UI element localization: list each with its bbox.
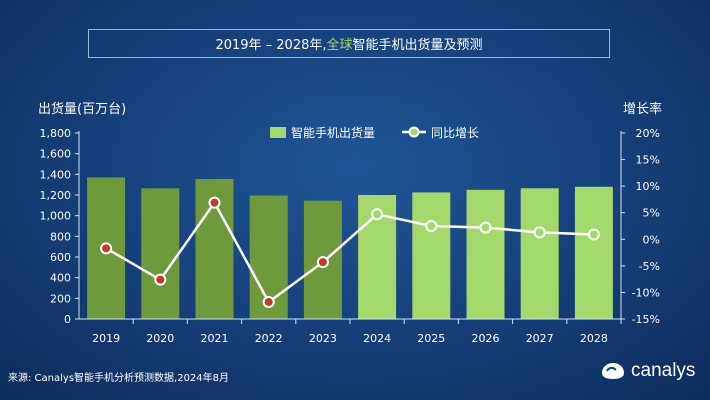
- y-right-tick-label: 10%: [636, 180, 660, 193]
- bar-2026: [466, 189, 505, 319]
- x-tick-label: 2024: [363, 332, 391, 345]
- bar-2028: [574, 186, 613, 319]
- title-years: 2019年 – 2028年,: [215, 38, 327, 53]
- y-left-tick-label: 400: [50, 272, 71, 285]
- x-tick-label: 2020: [146, 332, 174, 345]
- x-tick-label: 2022: [255, 332, 283, 345]
- bar-2027: [520, 188, 559, 319]
- y-left-tick-label: 1,800: [40, 127, 72, 140]
- legend-label-bars: 智能手机出货量: [291, 125, 375, 140]
- legend-swatch-bars: [270, 127, 286, 138]
- canalys-logo: canalys: [600, 360, 695, 382]
- growth-point-2028: [587, 228, 600, 241]
- canalys-logo-icon: [602, 363, 624, 379]
- x-tick-label: 2019: [92, 332, 120, 345]
- growth-point-2019: [100, 242, 113, 255]
- y-right-tick-label: 15%: [636, 154, 660, 167]
- title-accent: 全球: [326, 38, 353, 53]
- source-note: 来源: Canalys智能手机分析预测数据,2024年8月: [8, 373, 230, 384]
- title-rest: 智能手机出货量及预测: [352, 38, 483, 53]
- bar-2020: [141, 188, 180, 319]
- x-tick-label: 2026: [472, 332, 500, 345]
- y-right-tick-label: 5%: [643, 207, 660, 220]
- y-left-tick-label: 1,200: [40, 189, 72, 202]
- growth-point-2025: [425, 220, 438, 232]
- y-right-tick-label: -5%: [639, 260, 660, 273]
- growth-point-2023: [316, 256, 329, 269]
- growth-point-2020: [154, 273, 167, 286]
- logo-text: canalys: [631, 360, 696, 381]
- growth-point-2022: [262, 295, 275, 308]
- legend-label-line: 同比增长: [431, 126, 479, 140]
- y-right-tick-label: 20%: [636, 127, 660, 140]
- y-left-tick-label: 1,000: [40, 210, 72, 223]
- y-axis-right-title: 增长率: [623, 102, 663, 117]
- x-tick-label: 2021: [201, 332, 229, 345]
- y-left-tick-label: 1,400: [40, 168, 72, 181]
- growth-point-2024: [371, 208, 384, 221]
- y-left-tick-label: 1,600: [40, 148, 72, 161]
- y-right-tick-label: -15%: [632, 313, 660, 326]
- chart-title: 2019年 – 2028年, 全球 智能手机出货量及预测: [88, 29, 610, 58]
- y-right-tick-label: -10%: [632, 286, 660, 299]
- y-left-tick-label: 600: [50, 251, 71, 264]
- y-left-tick-label: 200: [50, 292, 71, 305]
- x-tick-label: 2027: [526, 332, 554, 345]
- growth-point-2026: [479, 221, 492, 234]
- y-right-tick-label: 0%: [643, 233, 660, 246]
- x-tick-label: 2023: [309, 332, 337, 345]
- y-left-tick-label: 800: [50, 230, 71, 243]
- x-tick-label: 2025: [417, 332, 445, 345]
- y-left-tick-label: 0: [64, 313, 71, 326]
- growth-line: [105, 200, 594, 304]
- x-tick-label: 2028: [580, 332, 608, 345]
- y-axis-left-title: 出货量(百万台): [38, 102, 127, 117]
- bar-2025: [412, 192, 451, 319]
- legend-marker-line: [408, 126, 420, 138]
- growth-point-2021: [208, 196, 221, 209]
- growth-point-2027: [533, 226, 546, 239]
